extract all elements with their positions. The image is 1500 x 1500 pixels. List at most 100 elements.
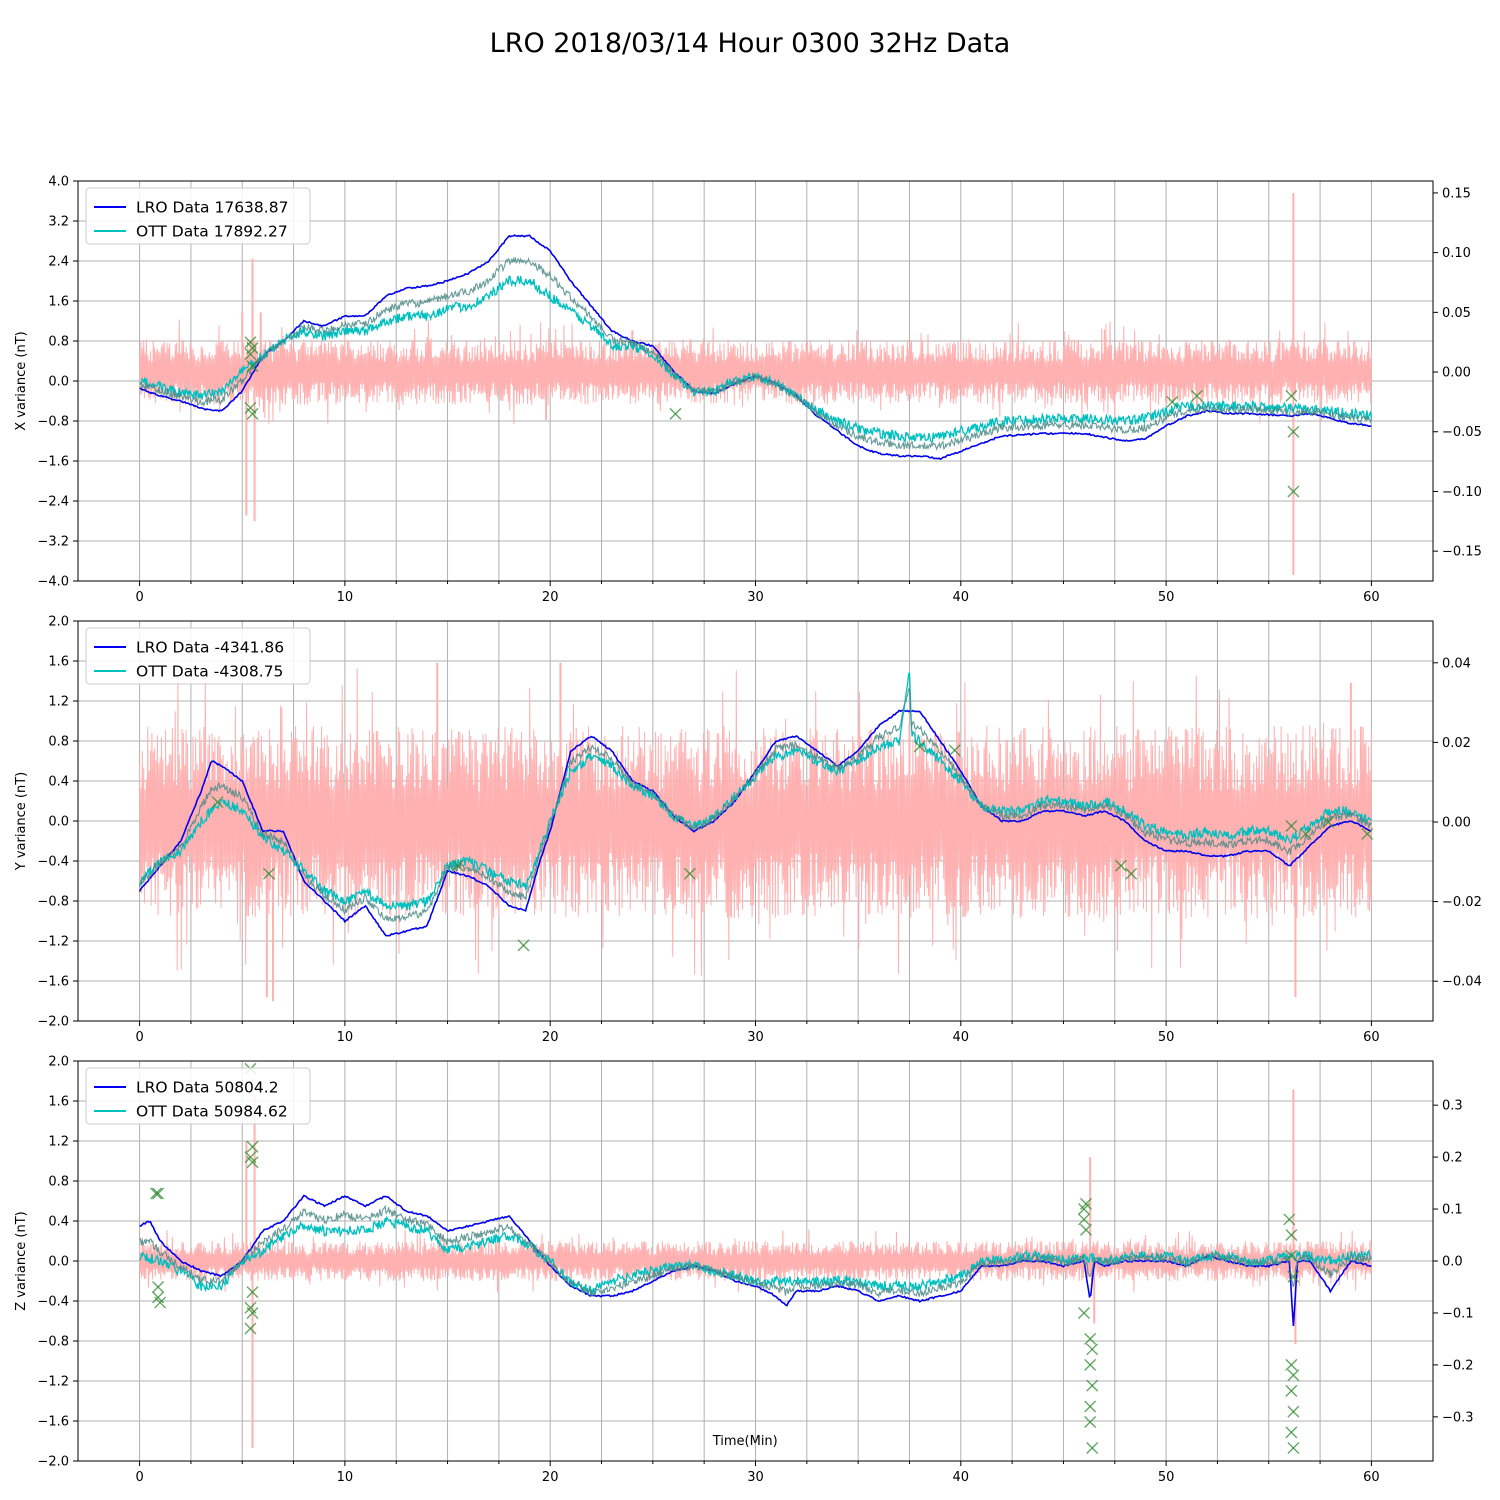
marker-x xyxy=(152,1187,165,1200)
marker-x xyxy=(152,1280,165,1293)
y-tick-label: 3.2 xyxy=(48,215,69,230)
x-tick-label: 40 xyxy=(953,1030,970,1045)
y-tick-label: 0.4 xyxy=(48,1215,69,1230)
marker-x xyxy=(1287,1405,1300,1418)
marker-x xyxy=(246,407,259,420)
y-tick-label: −3.2 xyxy=(37,535,69,550)
y-tick-label: 2.4 xyxy=(48,255,69,270)
marker-x xyxy=(1287,485,1300,498)
x-tick-label: 0 xyxy=(135,1030,143,1045)
chart-panel-z: 2.0 1.6 1.2 0.8 0.4 0.0 −0.4 −0.8 −1.2 −1.6 −2.0 0.… xyxy=(14,1055,1474,1486)
y-tick-label: 1.6 xyxy=(48,655,69,670)
marker-x xyxy=(246,1140,259,1153)
plot-area xyxy=(138,662,1374,1002)
marker-x xyxy=(913,740,926,753)
residual-series xyxy=(139,1229,1372,1293)
y-tick-label: 0.0 xyxy=(48,815,69,830)
y-tick-label: 0.8 xyxy=(48,335,69,350)
chart-panel-y: 2.0 1.6 1.2 0.8 0.4 0.0 −0.4 −0.8 −1.2 −1.6 −2.0 0.… xyxy=(14,615,1482,1046)
marker-x xyxy=(1086,1343,1099,1356)
marker-x xyxy=(1287,1442,1300,1455)
x-tick-label: 10 xyxy=(337,1470,354,1485)
y-tick-label: 0.8 xyxy=(48,735,69,750)
marker-x xyxy=(262,867,275,880)
chart-panel-x: 4.0 3.2 2.4 1.6 0.8 0.0 −0.8 −1.6 −2.4 −3.2 −4.0 0.… xyxy=(14,175,1482,606)
y-tick-label: 1.6 xyxy=(48,1095,69,1110)
x-tick-label: 0 xyxy=(135,590,143,605)
y2-tick-label: 0.02 xyxy=(1442,736,1471,751)
marker-x xyxy=(1285,1358,1298,1371)
marker-x xyxy=(1299,827,1312,840)
x-tick-label: 30 xyxy=(747,1030,764,1045)
legend-label: OTT Data -4308.75 xyxy=(136,663,283,681)
marker-x xyxy=(1166,395,1179,408)
marker-x xyxy=(1287,425,1300,438)
y-tick-label: −1.2 xyxy=(37,1375,69,1390)
y2-tick-label: 0.04 xyxy=(1442,656,1471,671)
lro-series-line xyxy=(138,709,1372,937)
y-tick-label: −1.6 xyxy=(37,455,69,470)
marker-x xyxy=(1114,859,1127,872)
y-tick-label: 1.6 xyxy=(48,295,69,310)
marker-x xyxy=(246,1156,259,1169)
ott-series-line xyxy=(139,672,1372,911)
marker-x xyxy=(246,360,259,373)
marker-x xyxy=(1283,1213,1296,1226)
y-tick-label: 4.0 xyxy=(48,175,69,190)
y2-tick-label: 0.3 xyxy=(1442,1099,1463,1114)
legend: LRO Data 17638.87 OTT Data 17892.27 xyxy=(85,187,311,245)
marker-x xyxy=(1287,1369,1300,1382)
y2-tick-label: 0.10 xyxy=(1442,246,1471,261)
marker-x xyxy=(1361,827,1374,840)
y-tick-label: −0.4 xyxy=(37,1295,69,1310)
marker-x xyxy=(246,1286,259,1299)
marker-x xyxy=(948,744,961,757)
y-tick-label: 2.0 xyxy=(48,615,69,630)
y2-tick-label: 0.1 xyxy=(1442,1203,1463,1218)
y-tick-label: 2.0 xyxy=(48,1055,69,1070)
overlap-series-line xyxy=(139,1204,1372,1299)
marker-x xyxy=(150,1187,163,1200)
y-tick-label: 0.0 xyxy=(48,1255,69,1270)
marker-x xyxy=(1084,1358,1097,1371)
x-tick-label: 10 xyxy=(337,590,354,605)
marker-x xyxy=(246,1306,259,1319)
y2-tick-label: 0.2 xyxy=(1442,1151,1463,1166)
x-tick-label: 10 xyxy=(337,1030,354,1045)
y2-tick-label: 0.00 xyxy=(1442,366,1471,381)
y-tick-label: −2.0 xyxy=(37,1015,69,1030)
y-tick-label: 1.2 xyxy=(48,1135,69,1150)
marker-x xyxy=(1285,389,1298,402)
y2-tick-label: −0.3 xyxy=(1442,1410,1474,1425)
marker-x xyxy=(1125,867,1138,880)
marker-x xyxy=(683,867,696,880)
marker-x xyxy=(1285,1249,1298,1262)
y-tick-label: −1.2 xyxy=(37,935,69,950)
y-tick-label: −0.8 xyxy=(37,895,69,910)
x-tick-label: 60 xyxy=(1363,1030,1380,1045)
y-tick-label: −0.8 xyxy=(37,415,69,430)
legend-box xyxy=(85,1067,311,1125)
y-tick-label: 1.2 xyxy=(48,695,69,710)
legend: LRO Data -4341.86 OTT Data -4308.75 xyxy=(85,627,311,685)
y-tick-label: 0.0 xyxy=(48,375,69,390)
x-tick-label: 40 xyxy=(953,1470,970,1485)
y-tick-label: −1.6 xyxy=(37,975,69,990)
legend-box xyxy=(85,187,311,245)
y-tick-label: −0.8 xyxy=(37,1335,69,1350)
residual-series xyxy=(139,668,1372,976)
x-tick-label: 60 xyxy=(1363,1470,1380,1485)
y2-tick-label: −0.02 xyxy=(1442,895,1482,910)
figure-title: LRO 2018/03/14 Hour 0300 32Hz Data xyxy=(490,28,1011,59)
marker-x xyxy=(1285,819,1298,832)
y-tick-label: −2.0 xyxy=(37,1455,69,1470)
y-axis-label: Y variance (nT) xyxy=(14,772,29,872)
plot-area xyxy=(139,1062,1372,1455)
y2-tick-label: −0.05 xyxy=(1442,425,1482,440)
marker-x xyxy=(154,1296,167,1309)
y-axis-label: X variance (nT) xyxy=(14,331,29,430)
ott-series-line xyxy=(139,275,1373,444)
overlap-series-line xyxy=(139,256,1372,452)
legend-label: LRO Data 50804.2 xyxy=(136,1079,279,1097)
